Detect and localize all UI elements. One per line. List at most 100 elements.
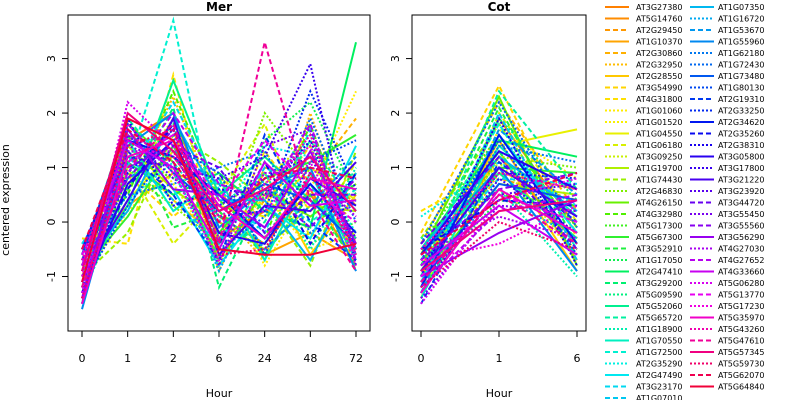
y-tick-label-mer: 2 bbox=[45, 110, 58, 117]
legend-label: AT5G17230 bbox=[718, 302, 764, 311]
legend-label: AT2G47490 bbox=[636, 371, 682, 380]
series-line-mer-53 bbox=[81, 128, 357, 288]
legend-label: AT2G47410 bbox=[636, 268, 682, 277]
legend-label: AT2G35290 bbox=[636, 360, 682, 369]
series-line-mer-44 bbox=[81, 88, 357, 299]
legend-label: AT1G74430 bbox=[636, 176, 682, 185]
series-line-mer-68 bbox=[81, 117, 357, 283]
series-line-mer-24 bbox=[81, 104, 357, 294]
y-tick-label-mer: 1 bbox=[45, 164, 58, 171]
legend-label: AT1G06180 bbox=[636, 141, 682, 150]
series-line-cot-40 bbox=[420, 100, 578, 245]
series-line-mer-61 bbox=[81, 122, 357, 277]
legend-label: AT5G59730 bbox=[718, 360, 764, 369]
series-line-cot-62 bbox=[420, 188, 578, 294]
series-line-mer-34 bbox=[81, 154, 357, 283]
legend-label: AT1G10370 bbox=[636, 38, 682, 47]
series-line-cot-63 bbox=[420, 171, 578, 251]
legend-label: AT3G55450 bbox=[718, 210, 764, 219]
plot-frame-mer bbox=[67, 14, 371, 332]
legend-label: AT4G27030 bbox=[718, 245, 764, 254]
legend-label: AT5G65720 bbox=[636, 314, 682, 323]
series-line-mer-60 bbox=[81, 133, 357, 256]
y-axis-label: centered expression bbox=[0, 144, 12, 256]
legend-label: AT2G38310 bbox=[718, 141, 764, 150]
legend-label: AT3G54990 bbox=[636, 84, 682, 93]
x-axis-label-mer: Hour bbox=[206, 387, 233, 400]
y-tick-label-mer: -1 bbox=[45, 271, 58, 282]
series-line-mer-63 bbox=[81, 132, 357, 261]
y-tick-label-cot: 2 bbox=[389, 110, 402, 117]
x-tick-label-mer: 6 bbox=[216, 352, 223, 365]
legend-label: AT2G35260 bbox=[718, 130, 764, 139]
legend-label: AT5G13770 bbox=[718, 291, 764, 300]
legend-label: AT1G72430 bbox=[718, 61, 764, 70]
legend-label: AT4G31800 bbox=[636, 95, 682, 104]
legend-label: AT1G72500 bbox=[636, 348, 682, 357]
legend-label: AT2G30860 bbox=[636, 49, 682, 58]
x-tick-label-mer: 1 bbox=[124, 352, 131, 365]
series-line-mer-52 bbox=[81, 144, 356, 261]
legend-label: AT4G26150 bbox=[636, 199, 682, 208]
legend-label: AT5G57345 bbox=[718, 348, 764, 357]
legend-label: AT2G46830 bbox=[636, 187, 682, 196]
series-line-cot-52 bbox=[420, 155, 578, 250]
legend-label: AT3G55560 bbox=[718, 222, 764, 231]
legend: AT3G27380 AT5G14760 AT2G29450 AT1G10370 AT2G… bbox=[605, 3, 764, 400]
x-tick-label-mer: 2 bbox=[170, 352, 177, 365]
series-line-cot-43 bbox=[420, 160, 578, 305]
series-line-cot-39 bbox=[420, 144, 578, 278]
x-tick-label-mer: 24 bbox=[258, 352, 272, 365]
legend-label: AT2G32950 bbox=[636, 61, 682, 70]
x-axis-label-cot: Hour bbox=[486, 387, 513, 400]
legend-label: AT5G09590 bbox=[636, 291, 682, 300]
x-tick-label-cot: 6 bbox=[574, 352, 581, 365]
plot-frame-cot bbox=[411, 14, 587, 332]
legend-label: AT5G14760 bbox=[636, 15, 682, 24]
x-tick-label-cot: 0 bbox=[418, 352, 425, 365]
legend-label: AT3G27380 bbox=[636, 3, 682, 12]
series-line-mer-66 bbox=[81, 128, 357, 299]
series-line-mer-23 bbox=[81, 41, 357, 267]
legend-label: AT1G73480 bbox=[718, 72, 764, 81]
legend-label: AT3G21220 bbox=[718, 176, 764, 185]
series-line-mer-15 bbox=[81, 133, 357, 278]
axes-mer: 0 1 2 6 24 48 72 -1 0 1 2 3 bbox=[45, 55, 363, 365]
series-line-cot-66 bbox=[420, 220, 578, 289]
legend-label: AT1G19700 bbox=[636, 164, 682, 173]
series-line-mer-67 bbox=[81, 127, 357, 250]
series-line-cot-41 bbox=[420, 182, 578, 283]
x-tick-label-mer: 0 bbox=[79, 352, 86, 365]
series-line-mer-64 bbox=[81, 41, 357, 288]
panel-title-mer: Mer bbox=[206, 0, 232, 14]
y-tick-label-cot: 0 bbox=[389, 219, 402, 226]
legend-label: AT3G23920 bbox=[718, 187, 764, 196]
y-tick-label-cot: -1 bbox=[389, 271, 402, 282]
legend-label: AT4G32980 bbox=[636, 210, 682, 219]
series-line-cot-65 bbox=[420, 199, 578, 272]
legend-label: AT5G17300 bbox=[636, 222, 682, 231]
series-line-mer-65 bbox=[81, 111, 357, 272]
legend-label: AT1G01520 bbox=[636, 118, 682, 127]
legend-label: AT5G64840 bbox=[718, 383, 764, 392]
series-line-mer-56 bbox=[81, 150, 357, 250]
legend-label: AT3G52910 bbox=[636, 245, 682, 254]
legend-label: AT3G05800 bbox=[718, 153, 764, 162]
legend-label: AT2G29450 bbox=[636, 26, 682, 35]
series-lines-cot bbox=[420, 83, 578, 305]
y-tick-label-mer: 3 bbox=[45, 55, 58, 62]
series-line-mer-42 bbox=[81, 139, 357, 288]
series-line-cot-33 bbox=[420, 177, 578, 267]
x-tick-label-mer: 48 bbox=[303, 352, 317, 365]
legend-label: AT2G33250 bbox=[718, 107, 764, 116]
y-tick-label-cot: 3 bbox=[389, 55, 402, 62]
series-line-mer-47 bbox=[81, 115, 357, 266]
legend-label: AT5G35970 bbox=[718, 314, 764, 323]
legend-label: AT5G52060 bbox=[636, 302, 682, 311]
series-line-cot-57 bbox=[420, 193, 578, 289]
series-line-cot-5 bbox=[420, 171, 578, 294]
legend-label: AT4G33660 bbox=[718, 268, 764, 277]
legend-label: AT1G18900 bbox=[636, 325, 682, 334]
legend-label: AT5G62070 bbox=[718, 371, 764, 380]
